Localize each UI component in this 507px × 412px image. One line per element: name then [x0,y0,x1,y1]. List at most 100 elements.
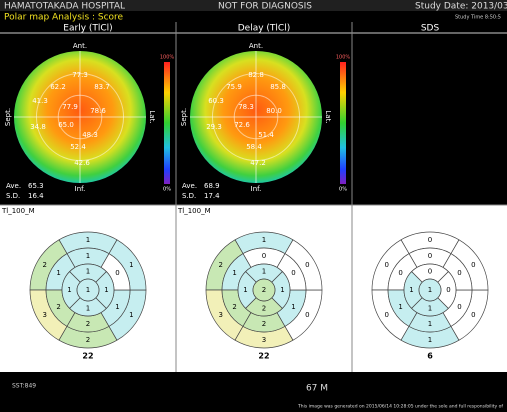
color-bar [164,62,170,184]
score-segment [418,278,442,302]
score-value: 1 [262,236,266,244]
sd-label: S.D. [182,192,196,200]
orientation-right: Lat. [148,110,156,123]
bottom-background [0,372,507,412]
orientation-top: Ant. [249,42,263,50]
polar-value: 78.3 [238,103,254,111]
polar-value: 80.0 [266,107,282,115]
score-value: 1 [129,261,133,269]
panel-heading: Early (TlCl) [63,24,112,34]
score-value: 1 [86,286,90,294]
ave-value: 65.3 [28,182,44,190]
score-total: 6 [427,352,433,361]
score-value: 0 [471,261,475,269]
polar-value: 83.7 [94,83,110,91]
score-value: 1 [104,286,108,294]
scale-max: 100% [160,55,175,61]
score-value: 2 [42,261,46,269]
score-value: 1 [398,303,402,311]
score-value: 0 [446,286,450,294]
polar-value: 78.6 [90,107,106,115]
score-value: 0 [384,261,388,269]
score-value: 1 [280,286,284,294]
study-time: Study Time 8:50:5 [455,15,501,21]
score-value: 2 [262,286,266,294]
polar-value: 58.4 [246,143,262,151]
polar-value: 48.3 [82,131,98,139]
polar-value: 62.2 [50,83,66,91]
score-value: 0 [384,311,388,319]
scale-max: 100% [336,55,351,61]
score-value: 1 [428,305,432,313]
score-value: 0 [262,252,266,260]
score-segment [76,278,100,302]
polar-value: 51.4 [258,131,274,139]
score-total: 22 [258,352,269,361]
score-segment [252,278,276,302]
orientation-left: Sept. [4,108,12,126]
score-value: 1 [115,303,119,311]
orientation-top: Ant. [73,42,87,50]
score-value: 1 [409,286,413,294]
scale-min: 0% [163,187,171,193]
score-value: 1 [428,320,432,328]
panel-heading: SDS [421,24,440,34]
panel-heading: Delay (TlCl) [238,24,290,34]
score-value: 0 [457,269,461,277]
score-value: 1 [232,269,236,277]
polar-value: 29.3 [206,123,222,131]
score-value: 1 [86,305,90,313]
color-bar [340,62,346,184]
footer-note: This image was generated on 2015/06/14 1… [297,404,503,410]
score-value: 1 [86,252,90,260]
score-value: 1 [262,268,266,276]
footer-center: 67 M [306,384,328,394]
scale-min: 0% [339,187,347,193]
score-value: 0 [398,269,402,277]
score-value: 0 [305,311,309,319]
score-value: 2 [262,305,266,313]
score-value: 1 [86,236,90,244]
polar-value: 42.6 [74,159,90,167]
sd-label: S.D. [6,192,20,200]
score-value: 2 [232,303,236,311]
ave-value: 68.9 [204,182,220,190]
score-value: 2 [262,320,266,328]
score-total: 22 [82,352,93,361]
score-value: 0 [471,311,475,319]
footer-left: SST:849 [12,383,36,390]
polar-value: 77.9 [62,103,78,111]
score-value: 1 [67,286,71,294]
score-value: 1 [428,336,432,344]
score-value: 1 [56,269,60,277]
ave-label: Ave. [6,182,21,190]
score-value: 1 [129,311,133,319]
score-value: 0 [115,269,119,277]
score-value: 3 [218,311,222,319]
score-value: 1 [291,303,295,311]
polar-value: 52.4 [70,143,86,151]
score-value: 2 [86,320,90,328]
score-value: 3 [262,336,266,344]
notice: NOT FOR DIAGNOSIS [218,2,312,12]
score-value: 0 [457,303,461,311]
polar-value: 72.6 [234,121,250,129]
polar-value: 82.8 [248,71,264,79]
polar-value: 77.3 [72,71,88,79]
polar-value: 60.3 [208,97,224,105]
score-value: 0 [428,236,432,244]
score-value: 0 [305,261,309,269]
sd-value: 16.4 [28,192,44,200]
score-value: 2 [86,336,90,344]
polar-value: 47.2 [250,159,266,167]
orientation-bottom: Inf. [251,185,262,193]
score-value: 1 [86,268,90,276]
title: Polar map Analysis : Score [4,13,124,23]
score-value: 0 [291,269,295,277]
polar-value: 85.8 [270,83,286,91]
protocol: Tl_100_M [1,207,35,215]
orientation-right: Lat. [324,110,332,123]
ave-label: Ave. [182,182,197,190]
protocol: Tl_100_M [177,207,211,215]
